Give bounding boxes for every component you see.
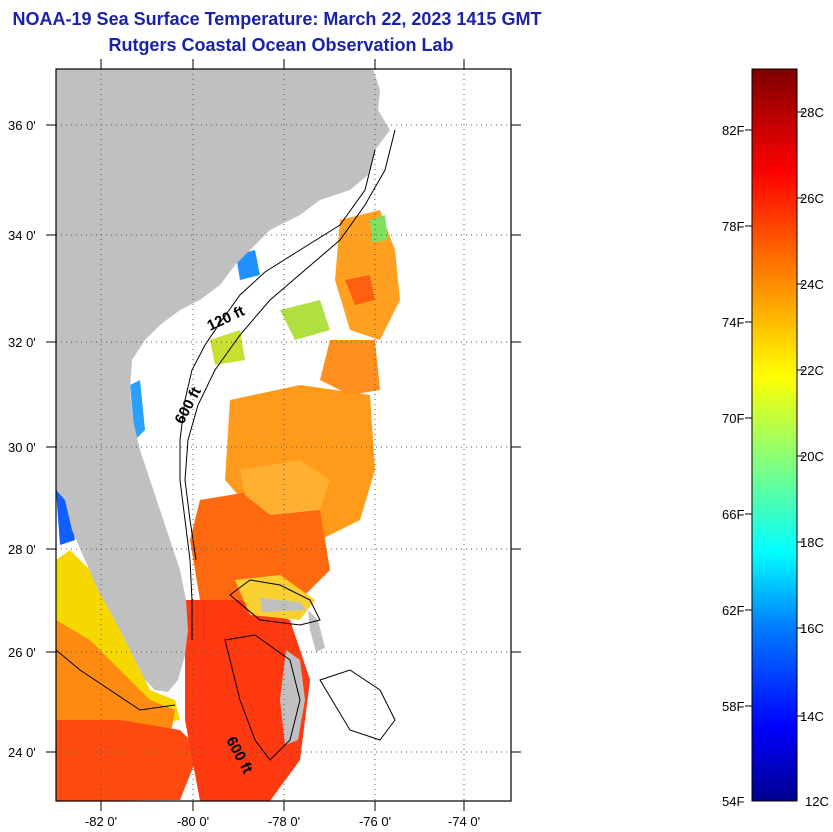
sst-data-layer: [56, 210, 400, 801]
colorbar-c-label: 12C: [805, 794, 829, 809]
lat-label: 32 0': [8, 335, 36, 350]
land-mass: [56, 69, 390, 692]
lon-label: -80 0': [177, 814, 209, 829]
colorbar-c-label: 20C: [800, 449, 824, 464]
colorbar-f-label: 66F: [722, 507, 744, 522]
colorbar-f-label: 58F: [722, 699, 744, 714]
island-grand-bahama: [260, 598, 306, 612]
map-subtitle: Rutgers Coastal Ocean Observation Lab: [108, 35, 454, 55]
colorbar-c-label: 22C: [800, 363, 824, 378]
colorbar-f-label: 70F: [722, 411, 744, 426]
lat-label: 24 0': [8, 745, 36, 760]
colorbar-c-label: 14C: [800, 709, 824, 724]
lon-label: -76 0': [359, 814, 391, 829]
lat-label: 34 0': [8, 228, 36, 243]
lon-label: -74 0': [448, 814, 480, 829]
map-title: NOAA-19 Sea Surface Temperature: March 2…: [12, 9, 542, 29]
graticule: [56, 69, 511, 801]
map-ticks: [46, 59, 521, 811]
lat-label: 36 0': [8, 118, 36, 133]
colorbar-f-label: 62F: [722, 603, 744, 618]
island-abaco: [308, 610, 325, 652]
temperature-colorbar: [752, 69, 797, 801]
colorbar-ticks: [745, 111, 804, 717]
lat-label: 30 0': [8, 440, 36, 455]
colorbar-c-label: 26C: [800, 191, 824, 206]
colorbar-c-label: 24C: [800, 277, 824, 292]
colorbar-f-label: 82F: [722, 123, 744, 138]
colorbar-f-label: 54F: [722, 794, 744, 809]
lat-label: 26 0': [8, 645, 36, 660]
lat-label: 28 0': [8, 542, 36, 557]
lon-label: -82 0': [85, 814, 117, 829]
colorbar-border: [751, 68, 798, 802]
colorbar-c-label: 18C: [800, 535, 824, 550]
colorbar-f-label: 74F: [722, 315, 744, 330]
lon-label: -78 0': [268, 814, 300, 829]
depth-contours: [56, 129, 396, 761]
colorbar-c-label: 16C: [800, 621, 824, 636]
colorbar-c-label: 28C: [800, 105, 824, 120]
colorbar-f-label: 78F: [722, 219, 744, 234]
island-andros: [280, 650, 305, 745]
